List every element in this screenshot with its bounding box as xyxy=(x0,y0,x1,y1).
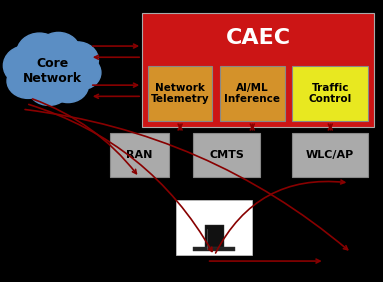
FancyBboxPatch shape xyxy=(220,66,285,122)
Ellipse shape xyxy=(3,46,49,85)
FancyBboxPatch shape xyxy=(142,13,374,127)
FancyBboxPatch shape xyxy=(193,133,260,177)
FancyBboxPatch shape xyxy=(292,133,368,177)
Ellipse shape xyxy=(47,68,88,103)
Ellipse shape xyxy=(36,32,80,71)
Text: RAN: RAN xyxy=(126,150,152,160)
Text: Network
Telemetry: Network Telemetry xyxy=(151,83,210,104)
FancyBboxPatch shape xyxy=(176,200,252,255)
Ellipse shape xyxy=(7,63,49,98)
Text: Traffic
Control: Traffic Control xyxy=(309,83,352,104)
Text: AI/ML
Inference: AI/ML Inference xyxy=(224,83,280,104)
FancyBboxPatch shape xyxy=(292,66,368,122)
Text: Core
Network: Core Network xyxy=(23,57,82,85)
Ellipse shape xyxy=(28,70,70,105)
Text: WLC/AP: WLC/AP xyxy=(306,150,354,160)
Ellipse shape xyxy=(56,42,98,78)
Text: CMTS: CMTS xyxy=(209,150,244,160)
Text: CAEC: CAEC xyxy=(226,28,291,48)
FancyBboxPatch shape xyxy=(148,66,213,122)
FancyBboxPatch shape xyxy=(193,247,235,251)
FancyBboxPatch shape xyxy=(110,133,169,177)
Ellipse shape xyxy=(17,33,62,73)
FancyBboxPatch shape xyxy=(205,225,224,250)
Ellipse shape xyxy=(62,56,101,90)
Ellipse shape xyxy=(26,51,79,94)
